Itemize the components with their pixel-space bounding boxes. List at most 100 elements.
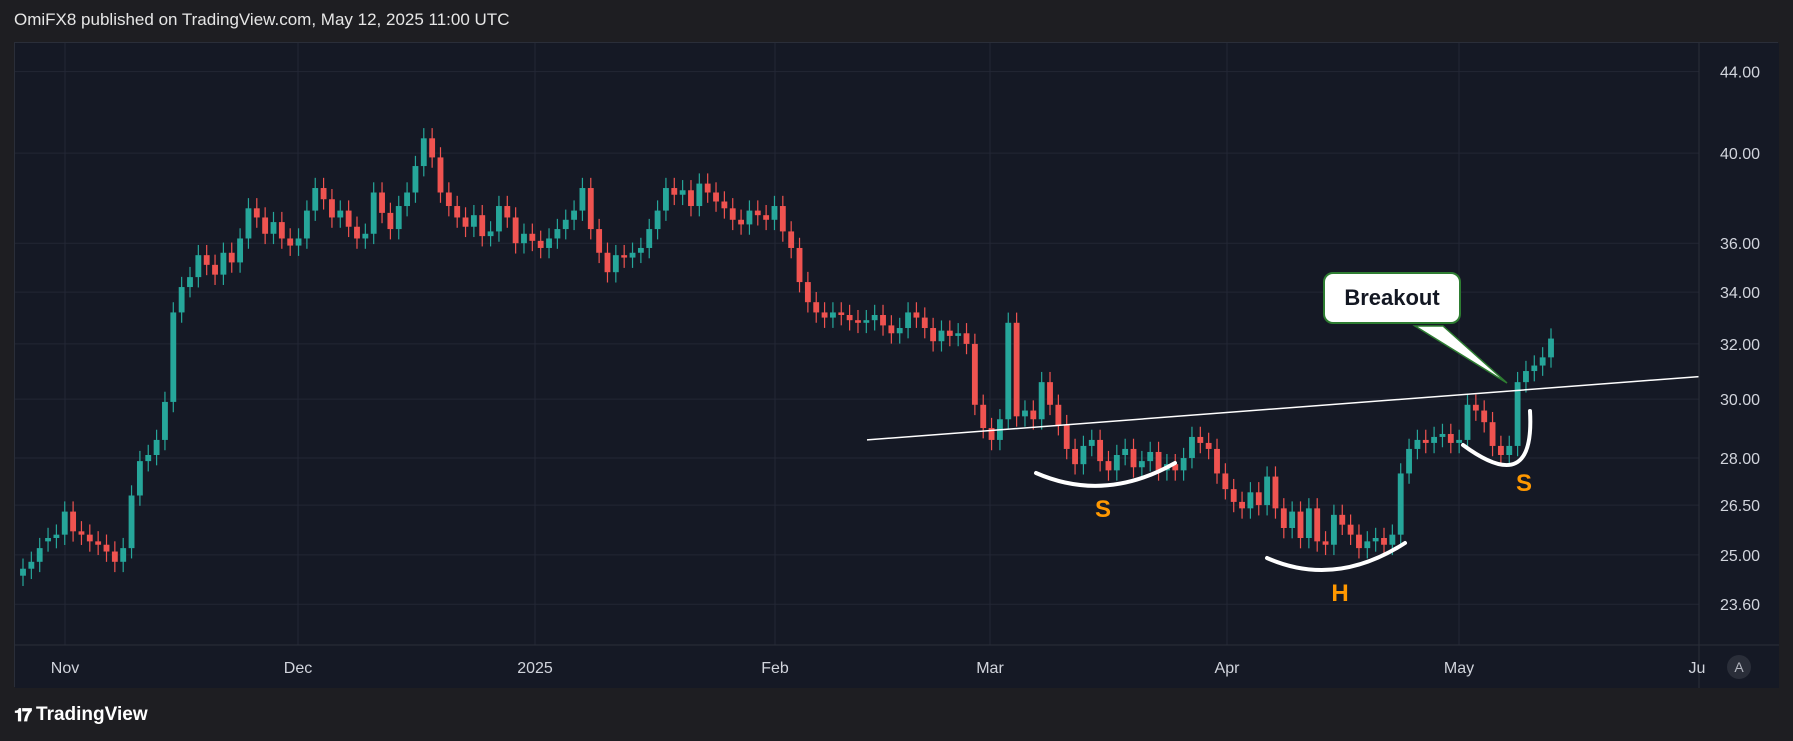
- candle-body: [905, 312, 911, 329]
- candle-body: [111, 551, 118, 562]
- candle-body: [562, 219, 569, 230]
- candle-body: [1189, 436, 1195, 459]
- candle-body: [713, 192, 719, 202]
- candle-body: [429, 138, 436, 158]
- candle: [36, 537, 43, 573]
- auto-scale-button[interactable]: A: [1727, 655, 1751, 679]
- candlestick-chart[interactable]: S H S 44.00 40.00 36.00 34.00 32.00 30.00 28.00 2…: [15, 43, 1779, 688]
- y-tick-label: 40.00: [1720, 146, 1760, 163]
- candle: [1364, 531, 1371, 559]
- candle-body: [871, 315, 878, 321]
- chart-panel[interactable]: S H S 44.00 40.00 36.00 34.00 32.00 30.00 28.00 2…: [14, 42, 1779, 688]
- candle-body: [1147, 451, 1154, 462]
- candle: [262, 207, 269, 245]
- candle-body: [1005, 322, 1012, 420]
- candle-body: [1372, 538, 1379, 542]
- time-axis[interactable]: Nov Dec 2025 Feb Mar Apr May Ju: [15, 644, 1779, 677]
- x-tick-label: Mar: [976, 660, 1004, 677]
- candle: [1356, 524, 1362, 559]
- candle-body: [170, 312, 177, 402]
- candle-body: [1264, 476, 1271, 506]
- candle: [195, 244, 202, 288]
- candle-body: [646, 229, 653, 248]
- candle-body: [504, 206, 511, 218]
- candle: [128, 485, 135, 559]
- candle-body: [1230, 489, 1237, 502]
- candle-body: [1414, 439, 1421, 449]
- candle: [571, 200, 578, 231]
- candle: [1330, 504, 1337, 556]
- candle: [1113, 444, 1120, 481]
- candle-body: [412, 166, 419, 193]
- candle-body: [78, 531, 85, 535]
- candle: [387, 202, 394, 240]
- candle-body: [128, 495, 135, 549]
- candle-body: [830, 312, 836, 318]
- candle-body: [1305, 508, 1312, 539]
- breakout-pointer: [1412, 325, 1508, 384]
- candle-body: [1013, 322, 1020, 417]
- candle-body: [921, 317, 928, 329]
- candle: [537, 230, 544, 259]
- candle-body: [61, 511, 68, 535]
- candle: [295, 228, 302, 256]
- candle-body: [1531, 365, 1538, 372]
- candle: [1422, 429, 1429, 454]
- candle-body: [721, 201, 728, 209]
- candle-body: [228, 252, 235, 263]
- candle-body: [145, 455, 152, 462]
- candle: [1088, 429, 1095, 457]
- candle: [162, 391, 168, 451]
- candle: [1038, 371, 1045, 430]
- candle-body: [362, 233, 369, 239]
- candles: [20, 128, 1554, 587]
- y-tick-label: 26.50: [1720, 498, 1760, 515]
- candle-body: [587, 188, 594, 230]
- candle-body: [579, 188, 586, 211]
- candle-body: [1072, 448, 1078, 465]
- candle: [754, 200, 761, 226]
- footer-brand[interactable]: 𝟏𝟕 TradingView: [14, 704, 148, 726]
- candle-body: [1080, 445, 1087, 465]
- candle-body: [796, 247, 803, 283]
- tradingview-logo-icon: 𝟏𝟕: [14, 704, 32, 725]
- candle: [1506, 435, 1513, 466]
- y-tick-label: 25.00: [1720, 548, 1760, 565]
- candle: [245, 198, 252, 249]
- candle-body: [295, 238, 302, 246]
- candle: [70, 501, 77, 542]
- candle-body: [120, 548, 127, 562]
- left-shoulder-arc: [1034, 461, 1177, 488]
- candle: [1414, 429, 1421, 460]
- candle-body: [387, 212, 394, 230]
- candle: [1063, 414, 1070, 460]
- candle: [78, 521, 85, 545]
- brand-name: TradingView: [36, 704, 148, 725]
- candle-body: [1381, 538, 1387, 545]
- candle-body: [1422, 439, 1429, 443]
- candle-body: [329, 199, 335, 218]
- candle-body: [612, 255, 619, 273]
- candle: [479, 204, 486, 247]
- candle-body: [1322, 541, 1329, 545]
- candle: [445, 182, 452, 217]
- candle-body: [45, 538, 51, 542]
- candle-body: [1364, 541, 1371, 549]
- candle: [1489, 411, 1496, 457]
- candle: [454, 195, 461, 228]
- candle-body: [1197, 436, 1204, 443]
- candle: [721, 191, 728, 219]
- pattern-annotations: S H S: [866, 325, 1700, 607]
- candle: [1055, 394, 1062, 436]
- candle: [1397, 463, 1404, 545]
- candle-body: [1130, 448, 1137, 468]
- candle-body: [20, 568, 26, 576]
- candle: [1255, 482, 1262, 516]
- candle-body: [971, 343, 978, 405]
- candle-body: [1548, 338, 1554, 358]
- price-axis[interactable]: 44.00 40.00 36.00 34.00 32.00 30.00 28.00 26.50…: [1698, 43, 1760, 688]
- candle-body: [846, 315, 853, 321]
- candle: [729, 198, 736, 231]
- candle: [804, 271, 811, 313]
- candle-body: [178, 287, 185, 313]
